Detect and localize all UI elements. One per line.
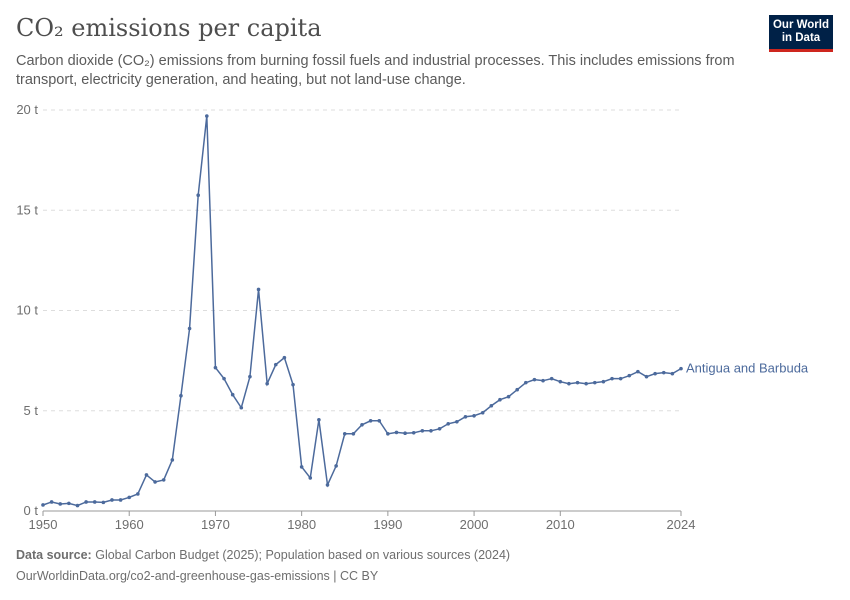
data-point bbox=[437, 426, 442, 431]
data-point bbox=[213, 365, 218, 370]
data-point bbox=[506, 394, 511, 399]
data-point bbox=[627, 373, 632, 378]
data-point bbox=[420, 429, 425, 433]
y-tick-label: 10 t bbox=[16, 303, 38, 318]
data-point bbox=[498, 397, 502, 402]
data-point bbox=[386, 432, 390, 436]
x-tick-label: 1990 bbox=[373, 517, 402, 532]
series-label: Antigua and Barbuda bbox=[686, 361, 809, 376]
x-tick-label: 2000 bbox=[460, 517, 489, 532]
x-tick-label: 1980 bbox=[287, 517, 316, 532]
data-point bbox=[541, 378, 545, 383]
data-point bbox=[360, 422, 364, 427]
source-label: Data source: bbox=[16, 548, 92, 562]
data-point bbox=[653, 371, 657, 376]
data-point bbox=[299, 465, 304, 469]
x-tick-label: 1950 bbox=[29, 517, 58, 532]
data-point bbox=[411, 431, 416, 435]
data-point bbox=[127, 495, 132, 500]
data-point bbox=[601, 379, 606, 384]
data-point bbox=[161, 478, 166, 482]
data-point bbox=[136, 492, 140, 496]
data-point bbox=[308, 476, 313, 480]
x-tick-label: 2010 bbox=[546, 517, 575, 532]
data-point bbox=[325, 483, 330, 487]
data-point bbox=[670, 371, 675, 376]
data-point bbox=[480, 410, 485, 415]
x-tick-label: 1970 bbox=[201, 517, 230, 532]
data-point bbox=[84, 500, 88, 504]
data-point bbox=[679, 366, 683, 371]
data-point bbox=[489, 403, 494, 408]
data-point bbox=[334, 464, 338, 468]
data-point bbox=[567, 381, 571, 386]
y-tick-label: 0 t bbox=[24, 503, 39, 518]
owid-logo[interactable]: Our World in Data bbox=[769, 15, 833, 52]
data-point bbox=[153, 480, 157, 484]
source-url[interactable]: OurWorldinData.org/co2-and-greenhouse-ga… bbox=[16, 569, 379, 583]
data-point bbox=[351, 432, 356, 436]
data-point bbox=[49, 500, 54, 504]
chart-subtitle: Carbon dioxide (CO₂) emissions from burn… bbox=[16, 53, 735, 88]
data-point bbox=[205, 114, 209, 118]
data-point bbox=[239, 405, 244, 410]
data-point bbox=[661, 370, 666, 375]
data-point bbox=[317, 417, 321, 422]
data-point bbox=[144, 473, 149, 477]
data-source: Data source: Global Carbon Budget (2025)… bbox=[16, 548, 510, 562]
data-point bbox=[592, 380, 597, 385]
data-point bbox=[584, 381, 588, 386]
data-point bbox=[273, 362, 278, 367]
data-point bbox=[368, 418, 373, 423]
logo-text: Our World in Data bbox=[772, 19, 829, 44]
data-point bbox=[196, 193, 200, 198]
data-point bbox=[342, 432, 347, 436]
data-point bbox=[644, 374, 649, 379]
data-point bbox=[92, 500, 97, 504]
data-point bbox=[515, 387, 519, 392]
data-point bbox=[101, 500, 106, 505]
data-point bbox=[265, 381, 269, 386]
data-point bbox=[170, 458, 175, 462]
data-point bbox=[610, 376, 614, 381]
data-point bbox=[472, 413, 476, 418]
data-point bbox=[75, 503, 80, 508]
data-point bbox=[256, 287, 261, 292]
data-point bbox=[377, 418, 382, 423]
data-point bbox=[549, 376, 554, 381]
data-point bbox=[429, 429, 433, 433]
data-point bbox=[41, 503, 45, 507]
data-point bbox=[222, 376, 226, 381]
data-point bbox=[558, 379, 563, 384]
data-point bbox=[463, 414, 468, 419]
series-line bbox=[42, 115, 682, 507]
y-tick-label: 20 t bbox=[16, 102, 38, 117]
x-tick-label: 2024 bbox=[667, 517, 696, 532]
data-point bbox=[248, 374, 252, 379]
data-point bbox=[118, 498, 123, 502]
data-point bbox=[291, 382, 295, 387]
data-point bbox=[455, 419, 459, 424]
data-point bbox=[618, 376, 623, 381]
data-point bbox=[187, 326, 192, 331]
data-point bbox=[58, 502, 63, 506]
data-point bbox=[394, 430, 399, 435]
chart-title: CO₂ emissions per capita bbox=[16, 14, 322, 42]
source-text: Global Carbon Budget (2025); Population … bbox=[95, 548, 511, 562]
x-tick-label: 1960 bbox=[115, 517, 144, 532]
data-point bbox=[230, 392, 235, 397]
data-point bbox=[403, 431, 407, 436]
data-point bbox=[636, 369, 640, 374]
data-point bbox=[67, 501, 71, 506]
data-point bbox=[110, 498, 114, 502]
data-point bbox=[524, 380, 528, 385]
data-point bbox=[179, 393, 183, 398]
data-point bbox=[575, 380, 580, 385]
data-point bbox=[446, 421, 451, 426]
y-tick-label: 15 t bbox=[16, 202, 38, 217]
y-tick-label: 5 t bbox=[24, 403, 39, 418]
data-point bbox=[282, 355, 287, 360]
data-point bbox=[532, 377, 537, 382]
